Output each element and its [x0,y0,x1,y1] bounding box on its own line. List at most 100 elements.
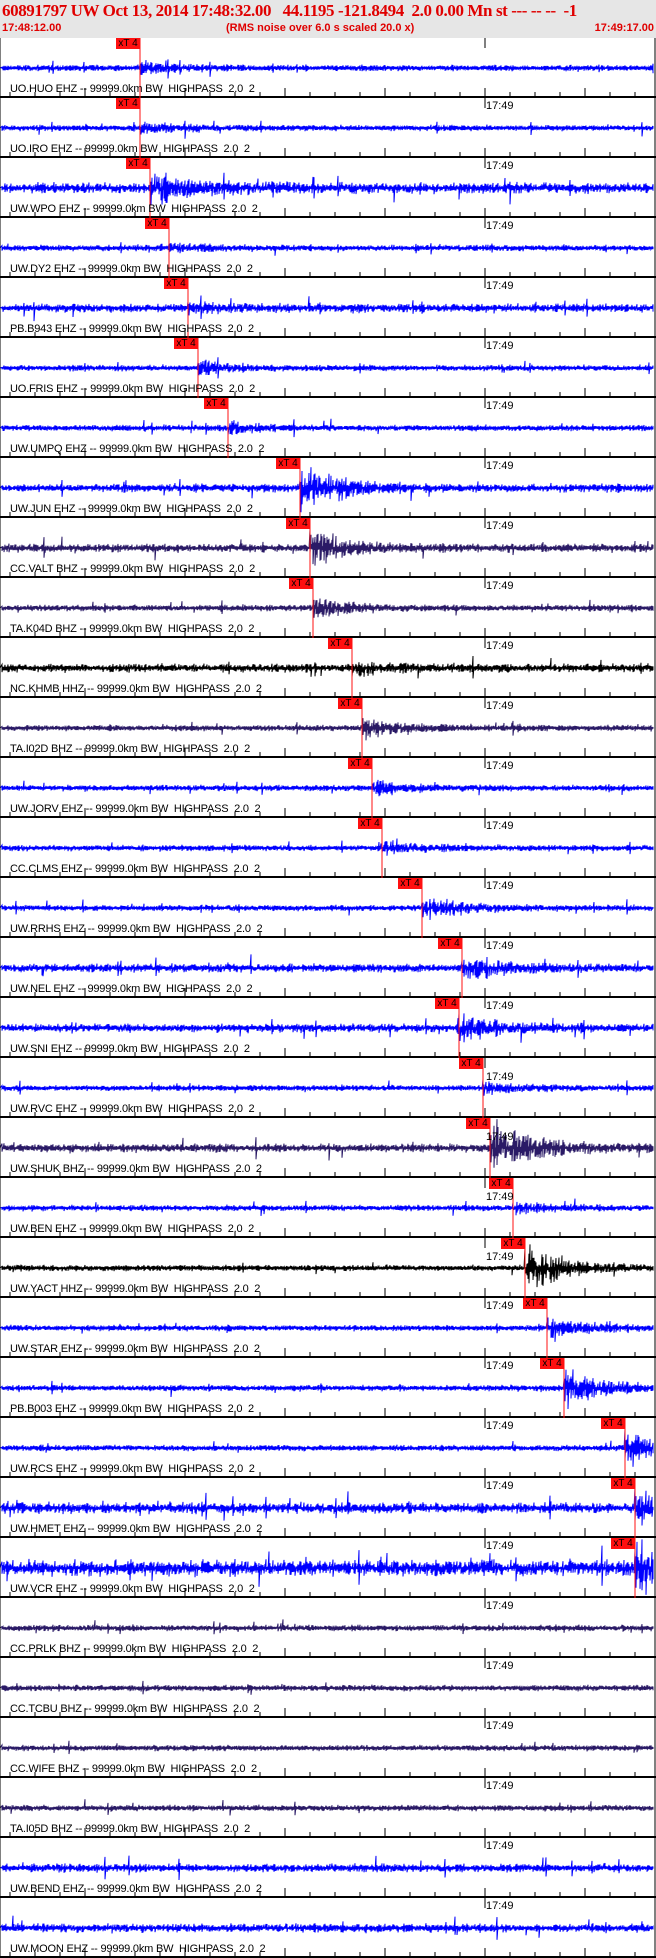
waveform-panel [0,1058,656,1118]
trace-uw-wpo: 17:49 xT 4 UW.WPO EHZ -- 99999.0km BW HIGH… [0,158,656,218]
waveform [0,1013,654,1043]
trace-nc-khmb: 17:49 xT 4 NC.KHMB HHZ -- 99999.0km BW HIG… [0,638,656,698]
pick-marker[interactable]: xT 4 [466,1118,490,1129]
time-label: 17:49 [486,1480,514,1492]
waveform-panel [0,218,656,278]
channel-label: UW.BEN EHZ -- 99999.0km BW HIGHPASS 2.0 … [10,1223,255,1235]
waveform [0,718,654,741]
waveform-panel [0,1778,656,1838]
pick-marker[interactable]: xT 4 [145,218,169,229]
waveform-panel [0,338,656,398]
waveform [0,120,654,139]
trace-ta-k04d: 17:49 xT 4 TA.K04D BHZ -- 99999.0km BW HIG… [0,578,656,638]
pick-marker[interactable]: xT 4 [398,878,422,889]
pick-marker[interactable]: xT 4 [611,1478,635,1489]
pick-marker[interactable]: xT 4 [338,698,362,709]
pick-marker[interactable]: xT 4 [164,278,188,289]
waveform-panel [0,878,656,938]
time-label: 17:49 [486,1600,514,1612]
waveform [0,467,654,513]
pick-marker[interactable]: xT 4 [489,1178,513,1189]
waveform-panel [0,98,656,158]
channel-label: UW.DY2 EHZ -- 99999.0km BW HIGHPASS 2.0 … [10,263,253,275]
pick-marker[interactable]: xT 4 [601,1418,625,1429]
waveform [0,1079,654,1096]
channel-label: UW.STAR EHZ -- 99999.0km BW HIGHPASS 2.0… [10,1343,260,1355]
trace-pb-b003: 17:49 xT 4 PB.B003 EHZ -- 99999.0km BW HIG… [0,1358,656,1418]
channel-label: CC.TCBU BHZ -- 99999.0km BW HIGHPASS 2.0… [10,1703,260,1715]
pick-marker[interactable]: xT 4 [501,1238,525,1249]
waveform-panel [0,578,656,638]
channel-label: UW.MOON EHZ -- 99999.0km BW HIGHPASS 2.0… [10,1943,266,1955]
channel-label: CC.CLMS EHZ -- 99999.0km BW HIGHPASS 2.0… [10,863,260,875]
time-label: 17:49 [486,1780,514,1792]
start-time: 17:48:12.00 [2,22,62,34]
time-label: 17:49 [486,1071,514,1083]
pick-marker[interactable]: xT 4 [523,1298,547,1309]
pick-marker[interactable]: xT 4 [289,578,313,589]
waveform-panel [0,278,656,338]
pick-marker[interactable]: xT 4 [438,938,462,949]
waveform [0,1855,654,1881]
time-label: 17:49 [486,1540,514,1552]
waveform [0,172,654,205]
pick-marker[interactable]: xT 4 [116,98,140,109]
header: 60891797 UW Oct 13, 2014 17:48:32.00 44.… [0,0,656,38]
pick-marker[interactable]: xT 4 [174,338,198,349]
trace-uw-moon: 17:49 UW.MOON EHZ -- 99999.0km BW HIGHPAS… [0,1898,656,1958]
time-label: 17:49 [486,280,514,292]
time-label: 17:49 [486,1660,514,1672]
waveform [0,529,654,566]
channel-label: UW.BEND EHZ -- 99999.0km BW HIGHPASS 2.0… [10,1883,262,1895]
pick-marker[interactable]: xT 4 [286,518,310,529]
waveform [0,357,654,379]
rms-note: (RMS noise over 6.0 s scaled 20.0 x) [226,22,415,34]
time-label: 17:49 [486,1720,514,1732]
pick-marker[interactable]: xT 4 [116,38,140,49]
trace-uw-yact: 17:49 xT 4 UW.YACT HHZ -- 99999.0km BW HIG… [0,1238,656,1298]
time-label: 17:49 [486,1840,514,1852]
channel-label: UW.JORV EHZ -- 99999.0km BW HIGHPASS 2.0… [10,803,261,815]
waveform [0,954,654,980]
trace-cc-tcbu: 17:49 CC.TCBU BHZ -- 99999.0km BW HIGHPAS… [0,1658,656,1718]
waveform [0,655,654,679]
time-label: 17:49 [486,1900,514,1912]
trace-cc-clms: 17:49 xT 4 CC.CLMS EHZ -- 99999.0km BW HIG… [0,818,656,878]
trace-uw-rrhs: 17:49 xT 4 UW.RRHS EHZ -- 99999.0km BW HIG… [0,878,656,938]
trace-uw-hmet: 17:49 xT 4 UW.HMET EHZ -- 99999.0km BW HIG… [0,1478,656,1538]
channel-label: CC.VALT BHZ -- 99999.0km BW HIGHPASS 2.0… [10,563,256,575]
pick-marker[interactable]: xT 4 [459,1058,483,1069]
waveform [0,1198,654,1216]
channel-label: TA.I02D BHZ -- 99999.0km BW HIGHPASS 2.0… [10,743,251,755]
waveform-panel [0,998,656,1058]
trace-uw-sni: 17:49 xT 4 UW.SNI EHZ -- 99999.0km BW HIGH… [0,998,656,1058]
pick-marker[interactable]: xT 4 [126,158,150,169]
pick-marker[interactable]: xT 4 [358,818,382,829]
pick-marker[interactable]: xT 4 [276,458,300,469]
channel-label: UW.SHUK BHZ -- 99999.0km BW HIGHPASS 2.0… [10,1163,262,1175]
trace-cc-prlk: 17:49 CC.PRLK BHZ -- 99999.0km BW HIGHPAS… [0,1598,656,1658]
waveform-panel [0,1838,656,1898]
waveform-panel [0,1478,656,1538]
pick-marker[interactable]: xT 4 [348,758,372,769]
waveform [0,1317,654,1342]
trace-uw-jun: 17:49 xT 4 UW.JUN EHZ -- 99999.0km BW HIGH… [0,458,656,518]
trace-pb-b943: 17:49 xT 4 PB.B943 EHZ -- 99999.0km BW HIG… [0,278,656,338]
waveform [0,1369,654,1410]
end-time: 17:49:17.00 [594,22,654,34]
pick-marker[interactable]: xT 4 [611,1538,635,1549]
waveform [0,1119,654,1168]
time-label: 17:49 [486,340,514,352]
pick-marker[interactable]: xT 4 [328,638,352,649]
pick-marker[interactable]: xT 4 [204,398,228,409]
waveform [0,838,654,856]
pick-marker[interactable]: xT 4 [435,998,459,1009]
channel-label: CC.WIFE BHZ -- 99999.0km BW HIGHPASS 2.0… [10,1763,257,1775]
channel-label: UO.HUO EHZ -- 99999.0km BW HIGHPASS 2.0 … [10,83,255,95]
waveform [0,1487,654,1526]
trace-uw-dy2: 17:49 xT 4 UW.DY2 EHZ -- 99999.0km BW HIGH… [0,218,656,278]
pick-marker[interactable]: xT 4 [540,1358,564,1369]
time-label: 17:49 [486,640,514,652]
waveform [0,1539,654,1595]
channel-label: PB.B943 EHZ -- 99999.0km BW HIGHPASS 2.0… [10,323,254,335]
